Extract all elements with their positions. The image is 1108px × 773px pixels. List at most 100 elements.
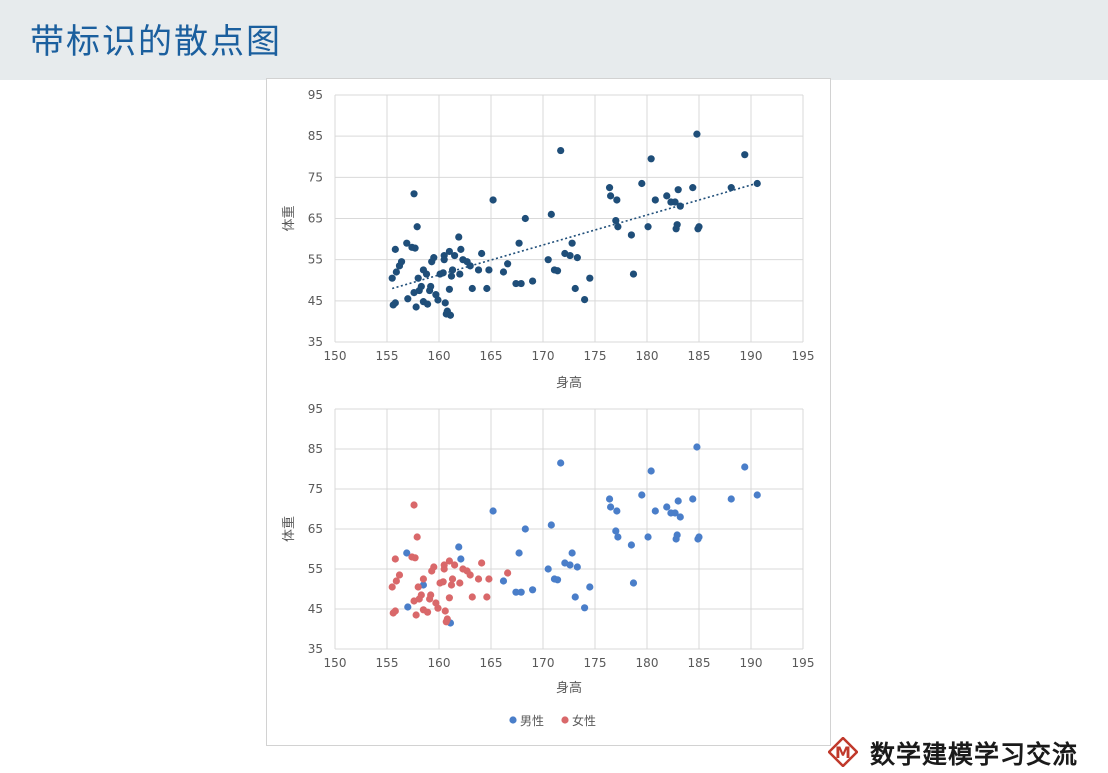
chart1-point-data: [545, 256, 552, 263]
chart1-point-data: [467, 262, 474, 269]
chart2-point-series1: [515, 549, 522, 556]
chart1-point-data: [572, 285, 579, 292]
chart2-y-tick-label: 95: [308, 402, 323, 416]
chart1-point-data: [518, 280, 525, 287]
chart1-point-data: [566, 252, 573, 259]
chart1-point-data: [695, 223, 702, 230]
chart1-point-data: [415, 275, 422, 282]
brand-logo: M 数学建模学习交流: [826, 733, 1108, 773]
chart1-point-data: [663, 192, 670, 199]
chart1-point-data: [728, 184, 735, 191]
chart2-point-series1: [586, 583, 593, 590]
chart1-point-data: [548, 211, 555, 218]
chart2-point-series1: [695, 533, 702, 540]
chart2-y-tick-label: 65: [308, 522, 323, 536]
chart2-point-series2: [442, 607, 449, 614]
chart1-point-data: [447, 312, 454, 319]
chart2-point-series1: [404, 603, 411, 610]
chart2-x-tick-label: 155: [376, 656, 399, 670]
chart2-point-series1: [569, 549, 576, 556]
chart2-point-series2: [414, 533, 421, 540]
chart2-x-tick-label: 170: [532, 656, 555, 670]
chart1-point-data: [638, 180, 645, 187]
chart2-x-tick-label: 160: [428, 656, 451, 670]
chart1-x-tick-label: 155: [376, 349, 399, 363]
chart2-point-series1: [648, 467, 655, 474]
chart2-point-series2: [446, 557, 453, 564]
chart1-point-data: [446, 248, 453, 255]
chart1-point-data: [554, 267, 561, 274]
chart1-y-axis-label: 体重: [281, 205, 297, 231]
chart1-point-data: [404, 295, 411, 302]
chart2-point-series1: [489, 507, 496, 514]
chart2-point-series2: [467, 571, 474, 578]
chart2-point-series1: [522, 525, 529, 532]
chart2-point-series1: [529, 586, 536, 593]
chart1-point-data: [413, 303, 420, 310]
chart2-x-tick-label: 195: [792, 656, 815, 670]
chart1-trendline: [392, 184, 756, 289]
chart2-y-tick-label: 55: [308, 562, 323, 576]
chart1-point-data: [504, 260, 511, 267]
chart1-point-data: [455, 233, 462, 240]
chart2-point-series1: [614, 533, 621, 540]
chart1-point-data: [449, 266, 456, 273]
chart1-x-tick-label: 190: [740, 349, 763, 363]
chart2-point-series1: [500, 577, 507, 584]
chart1-point-data: [574, 254, 581, 261]
chart2-point-series1: [607, 503, 614, 510]
chart1-point-data: [434, 296, 441, 303]
chart2-point-series1: [581, 604, 588, 611]
chart1-point-data: [677, 203, 684, 210]
chart1-point-data: [446, 286, 453, 293]
chart2-point-series1: [548, 521, 555, 528]
chart2-y-axis-label: 体重: [281, 516, 297, 542]
logo-letter: M: [835, 743, 851, 762]
chart1-point-data: [652, 196, 659, 203]
chart2-point-series2: [418, 591, 425, 598]
chart1-point-data: [607, 192, 614, 199]
chart2-point-series2: [427, 591, 434, 598]
chart2-point-series2: [415, 583, 422, 590]
chart1-point-data: [693, 131, 700, 138]
chart1-point-data: [628, 231, 635, 238]
chart1-point-data: [478, 250, 485, 257]
chart2-point-series2: [396, 571, 403, 578]
chart2-point-series2: [411, 554, 418, 561]
chart2-point-series1: [693, 443, 700, 450]
logo-text: 数学建模学习交流: [870, 735, 1078, 771]
chart1-point-data: [648, 155, 655, 162]
chart1-point-data: [392, 246, 399, 253]
chart-frame: 150 155 160 165 170 175 180 185 190 195 95 85 75 65 55…: [266, 78, 831, 746]
chart2-point-series1: [754, 491, 761, 498]
chart2-point-series2: [456, 579, 463, 586]
legend-marker-2: [561, 716, 568, 723]
chart2-x-tick-label: 190: [740, 656, 763, 670]
chart1-x-tick-label: 195: [792, 349, 815, 363]
chart2-point-series2: [424, 609, 431, 616]
charts-canvas: 150 155 160 165 170 175 180 185 190 195 95 85 75 65 55…: [267, 79, 830, 745]
legend-label-2: 女性: [572, 713, 596, 728]
chart1-point-data: [441, 256, 448, 263]
chart1-point-data: [393, 268, 400, 275]
chart1-point-data: [483, 285, 490, 292]
chart2-x-tick-label: 165: [480, 656, 503, 670]
chart2-point-series2: [392, 607, 399, 614]
chart2-point-series2: [475, 575, 482, 582]
chart1-point-data: [424, 301, 431, 308]
chart2-point-series1: [628, 541, 635, 548]
chart1-point-data: [689, 184, 696, 191]
chart1-point-data: [448, 273, 455, 280]
chart1-point-data: [489, 196, 496, 203]
chart2-point-series1: [613, 507, 620, 514]
chart2-point-series2: [469, 593, 476, 600]
chart1-point-data: [410, 190, 417, 197]
chart1-point-data: [741, 151, 748, 158]
chart1-point-data: [557, 147, 564, 154]
chart2-point-series1: [572, 593, 579, 600]
chart2-x-tick-label: 175: [584, 656, 607, 670]
chart2-point-series1: [606, 495, 613, 502]
chart1-point-data: [423, 270, 430, 277]
chart1-x-axis-label: 身高: [556, 375, 582, 391]
chart1-point-data: [427, 283, 434, 290]
